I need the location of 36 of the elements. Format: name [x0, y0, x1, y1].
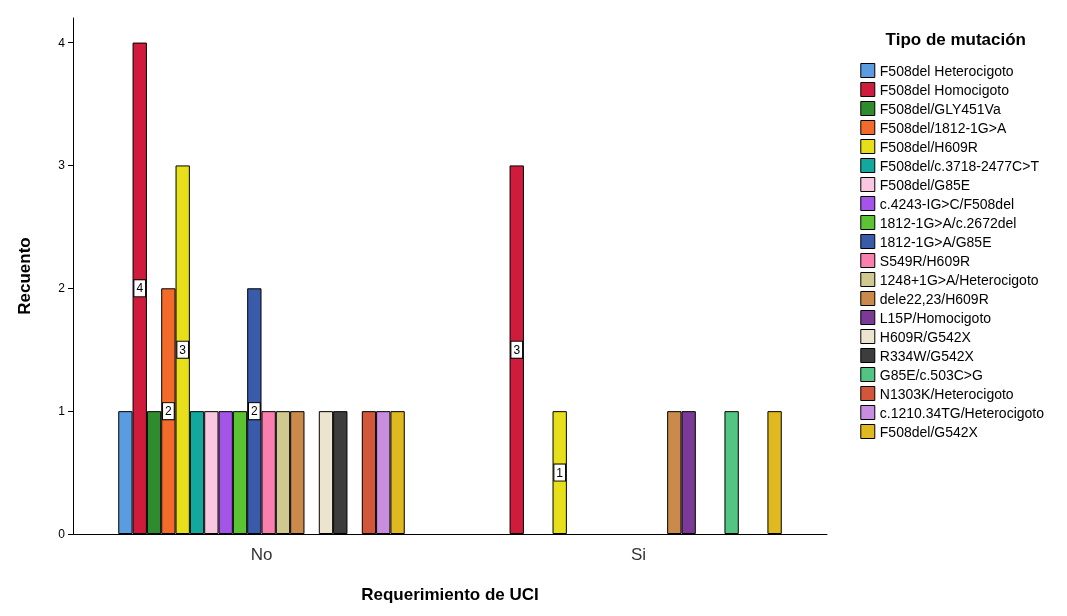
legend-label: F508del/G542X: [879, 423, 979, 440]
data-label: 3: [513, 342, 521, 357]
legend-label: S549R/H609R: [879, 252, 971, 269]
data-label: 4: [136, 281, 144, 296]
legend-title: Tipo de mutación: [885, 30, 1027, 49]
legend-label: F508del/c.3718-2477C>T: [879, 157, 1040, 174]
data-label: 2: [250, 404, 258, 419]
legend-label: F508del Heterocigoto: [879, 62, 1014, 79]
legend-label: dele22,23/H609R: [879, 290, 989, 307]
legend-label: 1812-1G>A/G85E: [879, 233, 992, 250]
legend-label: c.1210.34TG/Heterocigoto: [879, 404, 1045, 421]
legend-label: F508del/G85E: [879, 176, 971, 193]
y-tick-label: 0: [58, 527, 66, 541]
y-tick-label: 4: [58, 35, 66, 50]
legend-label: F508del/1812-1G>A: [879, 119, 1007, 136]
legend-label: L15P/Homocigoto: [879, 309, 992, 326]
y-tick-label: 2: [58, 281, 66, 296]
data-label: 2: [165, 404, 173, 419]
y-tick-label: 1: [58, 404, 66, 419]
legend-label: N1303K/Heterocigoto: [879, 385, 1014, 402]
y-axis-title: Recuento: [15, 237, 34, 315]
legend-label: 1812-1G>A/c.2672del: [879, 214, 1017, 231]
data-label: 1: [556, 465, 564, 480]
legend-label: G85E/c.503C>G: [879, 366, 983, 383]
legend-label: c.4243-IG>C/F508del: [879, 195, 1015, 212]
legend-label: R334W/G542X: [879, 347, 975, 364]
x-tick-label: No: [250, 545, 273, 564]
y-tick-label: 3: [58, 158, 66, 173]
x-tick-label: Si: [630, 545, 647, 564]
legend-label: F508del/H609R: [879, 138, 978, 155]
legend-label: F508del/GLY451Va: [879, 100, 1001, 117]
legend-label: 1248+1G>A/Heterocigoto: [879, 271, 1039, 288]
legend-label: H609R/G542X: [879, 328, 972, 345]
data-label: 3: [179, 342, 187, 357]
x-axis-title: Requerimiento de UCI: [361, 585, 539, 604]
legend-label: F508del Homocigoto: [879, 81, 1010, 98]
